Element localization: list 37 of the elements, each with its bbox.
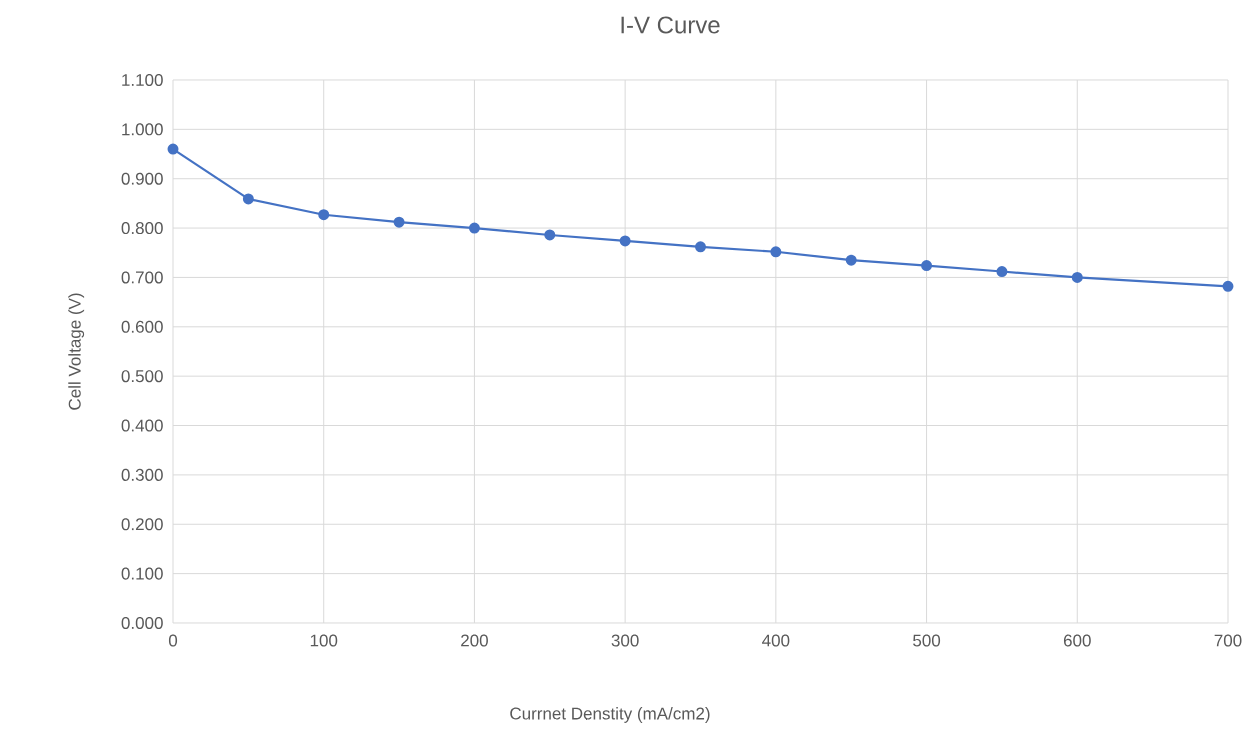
y-tick-label: 0.400 xyxy=(121,419,163,432)
point xyxy=(695,241,706,253)
y-tick-label: 0.900 xyxy=(121,172,163,185)
y-tick-label: 0.300 xyxy=(121,468,163,481)
y-tick-label: 0.500 xyxy=(121,370,163,383)
x-tick-label: 0 xyxy=(168,634,178,647)
point xyxy=(544,229,556,241)
y-tick-label: 0.200 xyxy=(121,518,163,531)
point xyxy=(318,209,330,221)
y-tick-label: 1.100 xyxy=(122,73,163,87)
chart-title: I-V Curve xyxy=(621,16,720,34)
y-tick-label: 1.000 xyxy=(122,123,163,136)
y-tick-label: 0.700 xyxy=(121,271,163,284)
x-tick-label: 400 xyxy=(762,634,790,647)
x-tick-label: 600 xyxy=(1063,634,1091,647)
point xyxy=(770,246,782,258)
point xyxy=(619,235,631,247)
point xyxy=(393,216,405,228)
y-tick-label: 0.100 xyxy=(121,567,163,580)
x-tick-label: 300 xyxy=(611,634,639,647)
point xyxy=(468,222,480,234)
point xyxy=(921,260,933,272)
point xyxy=(845,254,857,266)
y-tick-label: 0.600 xyxy=(121,320,163,333)
point xyxy=(1071,271,1083,283)
point xyxy=(996,266,1008,277)
y-tick-label: 0.000 xyxy=(121,616,163,630)
x-tick-label: 700 xyxy=(1214,634,1242,647)
x-tick-label: 500 xyxy=(913,634,941,647)
point xyxy=(167,143,179,155)
point xyxy=(1222,280,1234,292)
x-tick-label: 200 xyxy=(461,634,488,647)
point xyxy=(242,193,254,205)
y-axis-title: Cell Voltage (V) xyxy=(68,293,85,410)
x-axis-title: Currnet Denstity (mA/cm2) xyxy=(510,707,710,723)
y-tick-label: 0.800 xyxy=(121,222,163,235)
x-tick-label: 100 xyxy=(310,634,338,647)
